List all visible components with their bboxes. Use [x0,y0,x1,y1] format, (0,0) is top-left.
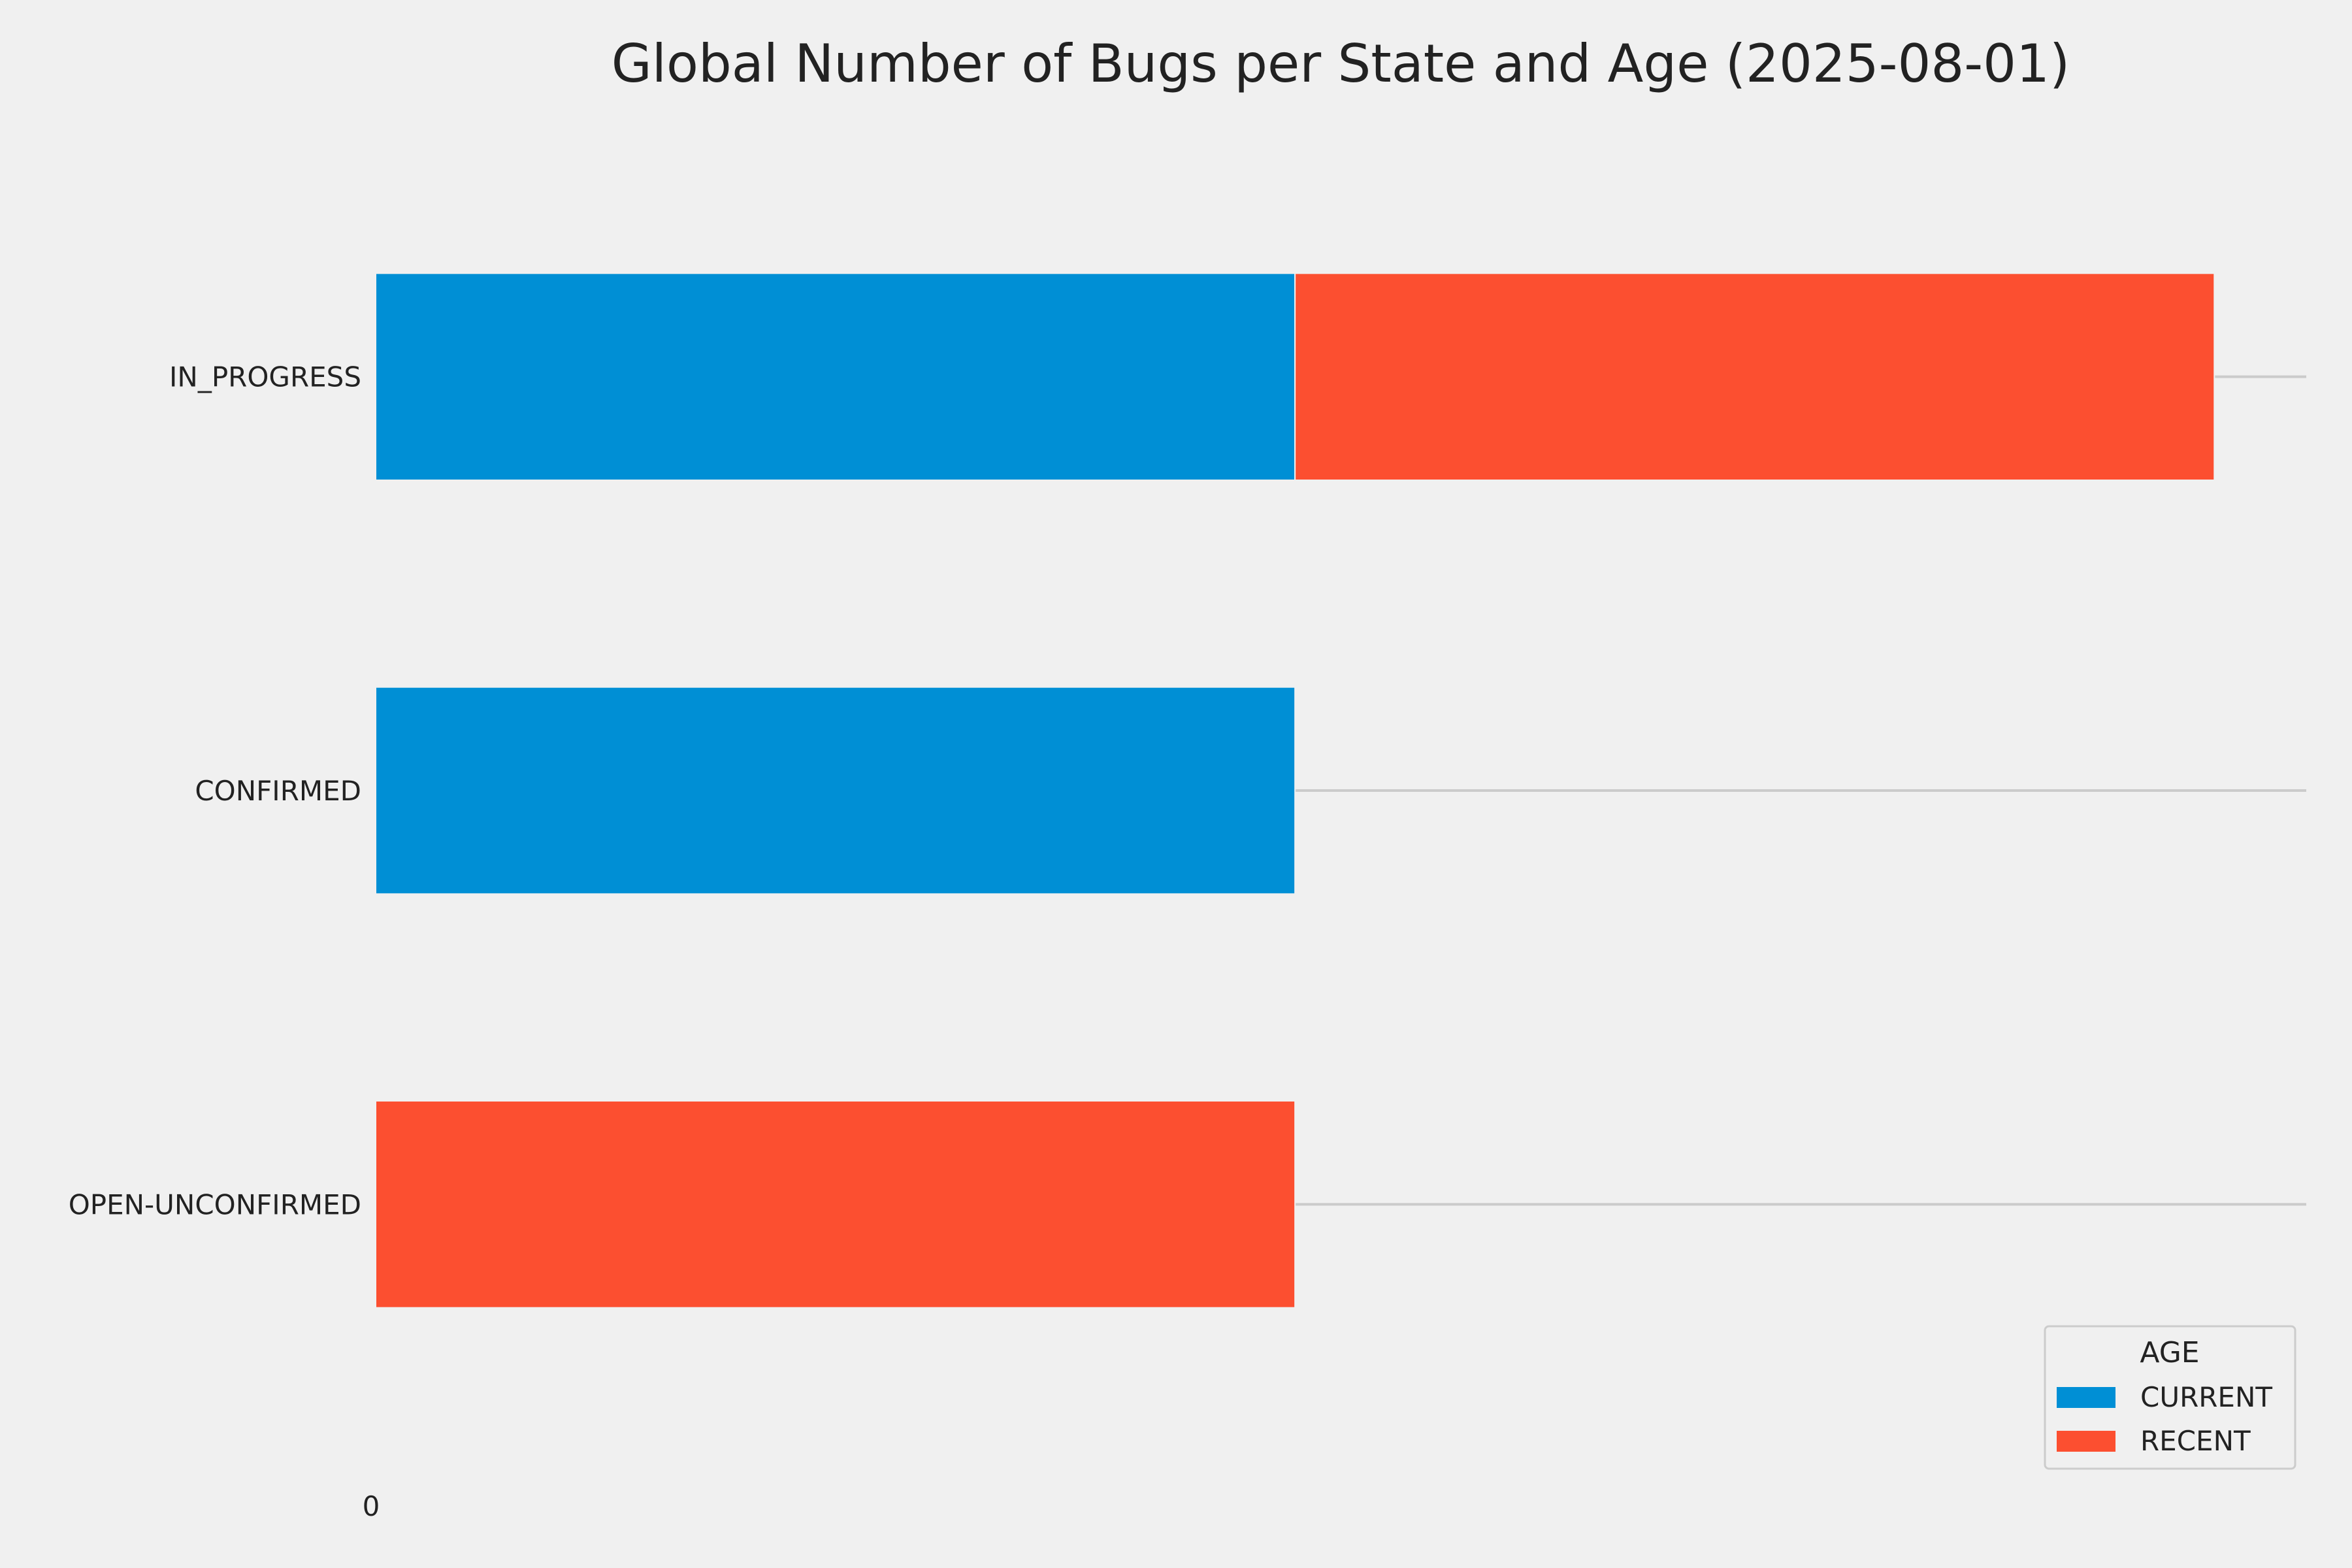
chart-title: Global Number of Bugs per State and Age … [612,33,2070,94]
legend-label-recent: RECENT [2140,1425,2251,1457]
legend: AGE CURRENT RECENT [2044,1325,2296,1470]
bar-in-progress-recent [1294,272,2215,481]
x-tick-labels: 0 [363,1490,380,1522]
bar-confirmed-current [375,686,1296,895]
y-tick-label-confirmed: CONFIRMED [195,775,361,807]
x-tick-label-0: 0 [363,1490,380,1522]
legend-swatch-recent [2057,1431,2115,1452]
y-tick-label-in-progress: IN_PROGRESS [169,361,361,393]
legend-swatch-current [2057,1387,2115,1408]
bar-in-progress-current [375,272,1296,481]
bar-open-unconfirmed-recent [375,1100,1296,1309]
y-tick-label-open-unconfirmed: OPEN-UNCONFIRMED [69,1188,361,1220]
legend-label-current: CURRENT [2140,1381,2272,1413]
legend-title: AGE [2140,1336,2199,1369]
y-tick-labels: IN_PROGRESS CONFIRMED OPEN-UNCONFIRMED [69,361,361,1221]
bars [375,272,2215,1309]
